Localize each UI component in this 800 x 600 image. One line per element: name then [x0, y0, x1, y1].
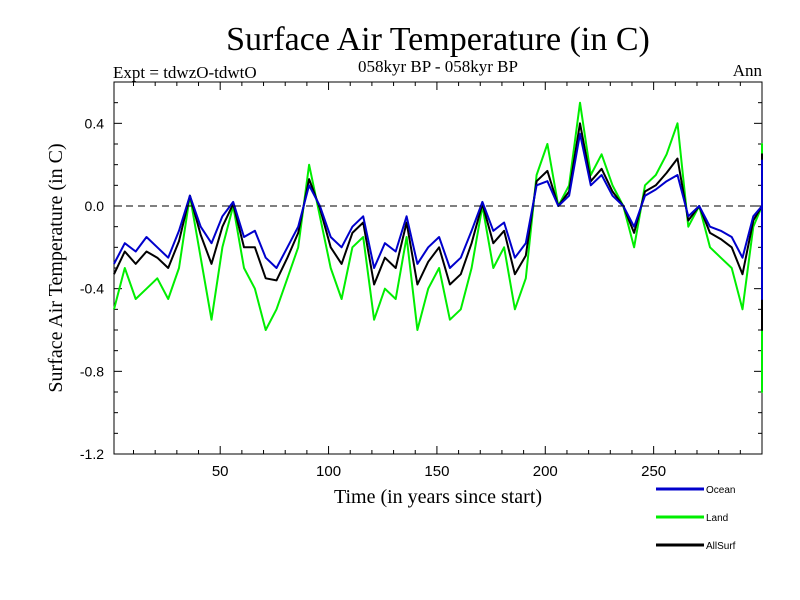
- legend-label-land: Land: [706, 513, 728, 524]
- y-tick-label: 0.4: [85, 115, 105, 131]
- legend-label-ocean: Ocean: [706, 485, 735, 496]
- season-label: Ann: [733, 61, 763, 80]
- chart-title: Surface Air Temperature (in C): [226, 21, 650, 58]
- period-label: 058kyr BP - 058kyr BP: [358, 57, 518, 76]
- x-tick-label: 200: [533, 463, 558, 480]
- series-line-allsurf: [113, 122, 763, 331]
- y-tick-label: -0.4: [80, 281, 104, 297]
- legend-label-allsurf: AllSurf: [706, 541, 736, 552]
- x-tick-label: 150: [424, 463, 449, 480]
- y-tick-labels: -1.2 -0.8 -0.4 0.0 0.4: [80, 115, 104, 462]
- x-axis-label: Time (in years since start): [334, 486, 542, 508]
- x-tick-label: 50: [212, 463, 229, 480]
- y-tick-label: -1.2: [80, 446, 104, 462]
- plot-area: [113, 81, 763, 455]
- legend: Ocean Land AllSurf: [656, 485, 736, 552]
- y-axis-label: Surface Air Temperature (in C): [45, 143, 67, 392]
- x-tick-labels: 50 100 150 200 250: [212, 463, 666, 480]
- x-tick-label: 100: [316, 463, 341, 480]
- y-tick-label: -0.8: [80, 363, 104, 379]
- y-tick-label: 0.0: [85, 198, 105, 214]
- experiment-label: Expt = tdwzO-tdwtO: [113, 63, 257, 82]
- series-lines: [113, 101, 763, 393]
- x-tick-label: 250: [641, 463, 666, 480]
